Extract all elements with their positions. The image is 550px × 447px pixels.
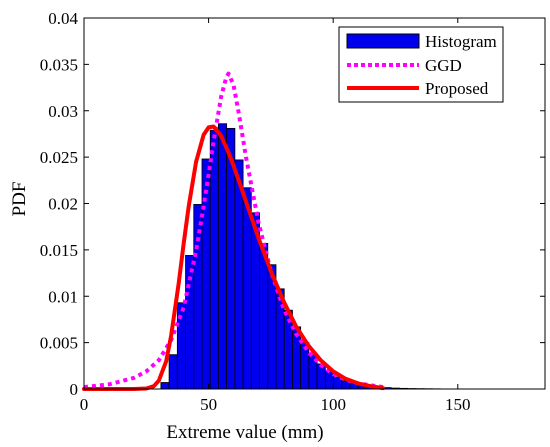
curve-lines [82,71,385,391]
series-line-proposed [82,124,385,391]
y-tick-label: 0.015 [40,241,78,260]
legend-label-histogram: Histogram [425,32,497,51]
histogram-bar [168,354,178,390]
legend: Histogram GGD Proposed [338,26,504,103]
legend-swatch-histogram [346,33,420,49]
y-tick-label: 0.02 [48,195,78,214]
y-tick-label: 0.01 [48,287,78,306]
histogram-bar [218,123,228,390]
histogram-bar [185,255,195,390]
y-tick-label: 0.03 [48,102,78,121]
x-tick-label: 150 [445,395,471,414]
y-tick-label: 0.04 [48,9,78,28]
y-tick-label: 0 [70,380,79,399]
y-tick-label: 0.035 [40,55,78,74]
legend-label-ggd: GGD [425,56,462,75]
series-line-ggd [83,71,384,390]
legend-label-proposed: Proposed [425,79,489,98]
histogram-bar [160,382,170,390]
y-axis-title: PDF [9,182,30,217]
axis-ticks: 0 50 100 150 0 0.005 0.01 0.015 0.02 0.025 0.03 0.0… [40,9,545,414]
y-tick-label: 0.005 [40,334,78,353]
x-tick-label: 0 [80,395,89,414]
x-tick-label: 100 [320,395,346,414]
x-tick-label: 50 [200,395,217,414]
histogram-bar [324,370,334,390]
y-tick-label: 0.025 [40,148,78,167]
x-axis-title: Extreme value (mm) [166,422,323,443]
